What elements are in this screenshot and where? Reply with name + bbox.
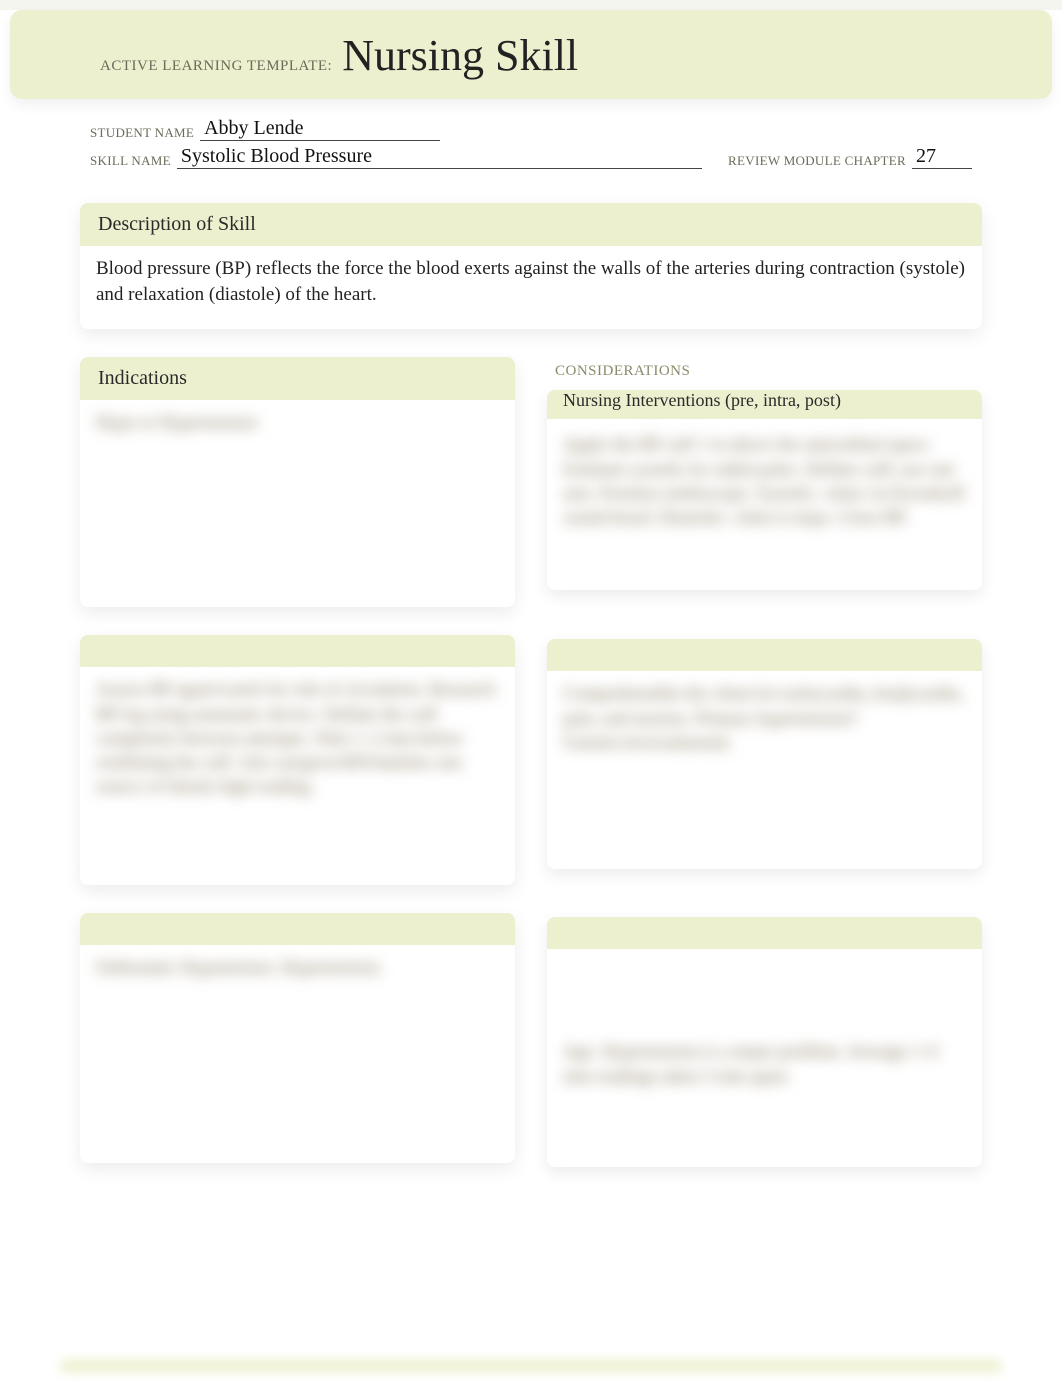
meta-block: STUDENT NAME Abby Lende SKILL NAME Systo… xyxy=(0,99,1062,183)
row-3: Orthostatic Hypotension. Hypertension. A… xyxy=(80,913,982,1191)
left-card-3-body-blurred: Orthostatic Hypotension. Hypertension. xyxy=(80,945,515,999)
left-card-2-body-blurred: Assess BP again/watch for risk of circul… xyxy=(80,667,515,818)
row-1: Indications Hypo or Hypertension CONSIDE… xyxy=(80,357,982,635)
right-card-3-header xyxy=(547,917,982,949)
row-2: Assess BP again/watch for risk of circul… xyxy=(80,635,982,913)
template-line: ACTIVE LEARNING TEMPLATE: Nursing Skill xyxy=(100,30,972,81)
student-name-label: STUDENT NAME xyxy=(90,125,194,141)
nursing-interventions-body-blurred: Apply the BP cuff 1 in above the antecub… xyxy=(547,422,982,549)
student-name-value: Abby Lende xyxy=(200,117,440,141)
indications-body-blurred: Hypo or Hypertension xyxy=(80,400,515,454)
right-card-2: Comprehensible the client for tachycardi… xyxy=(547,639,982,869)
nursing-interventions-card: Nursing Interventions (pre, intra, post)… xyxy=(547,390,982,590)
description-body: Blood pressure (BP) reflects the force t… xyxy=(80,246,982,329)
col-left-1: Indications Hypo or Hypertension xyxy=(80,357,515,635)
skill-name-label: SKILL NAME xyxy=(90,153,171,169)
indications-title: Indications xyxy=(80,357,515,400)
left-card-2-header xyxy=(80,635,515,667)
footer-band-blurred xyxy=(60,1359,1002,1373)
col-left-3: Orthostatic Hypotension. Hypertension. xyxy=(80,913,515,1191)
skill-name-value: Systolic Blood Pressure xyxy=(177,145,702,169)
skill-name-row: SKILL NAME Systolic Blood Pressure REVIE… xyxy=(90,145,972,169)
col-right-3: Age. Hypertension is a major problem. Av… xyxy=(547,913,982,1185)
right-card-2-header xyxy=(547,639,982,671)
page: ACTIVE LEARNING TEMPLATE: Nursing Skill … xyxy=(0,10,1062,1387)
header-band: ACTIVE LEARNING TEMPLATE: Nursing Skill xyxy=(10,10,1052,99)
nursing-interventions-title: Nursing Interventions (pre, intra, post) xyxy=(547,390,982,419)
content: Description of Skill Blood pressure (BP)… xyxy=(0,183,1062,1231)
description-card: Description of Skill Blood pressure (BP)… xyxy=(80,203,982,329)
description-title: Description of Skill xyxy=(80,203,982,246)
nursing-interventions-header-wrap: Nursing Interventions (pre, intra, post) xyxy=(547,390,982,422)
header-inner: ACTIVE LEARNING TEMPLATE: Nursing Skill xyxy=(10,30,1052,81)
col-right-2: Comprehensible the client for tachycardi… xyxy=(547,635,982,887)
col-left-2: Assess BP again/watch for risk of circul… xyxy=(80,635,515,913)
student-name-row: STUDENT NAME Abby Lende xyxy=(90,117,972,141)
considerations-label: CONSIDERATIONS xyxy=(547,357,982,386)
col-right-1: CONSIDERATIONS Nursing Interventions (pr… xyxy=(547,357,982,608)
left-card-3-header xyxy=(80,913,515,945)
left-card-3: Orthostatic Hypotension. Hypertension. xyxy=(80,913,515,1163)
chapter-label: REVIEW MODULE CHAPTER xyxy=(728,153,906,169)
right-card-3-body-bottom-blurred: Age. Hypertension is a major problem. Av… xyxy=(547,1029,982,1108)
indications-card: Indications Hypo or Hypertension xyxy=(80,357,515,607)
template-title: Nursing Skill xyxy=(342,30,578,81)
template-label: ACTIVE LEARNING TEMPLATE: xyxy=(100,58,332,75)
left-card-2: Assess BP again/watch for risk of circul… xyxy=(80,635,515,885)
right-card-3: Age. Hypertension is a major problem. Av… xyxy=(547,917,982,1167)
right-card-2-body-blurred: Comprehensible the client for tachycardi… xyxy=(547,671,982,774)
right-card-3-body-top-blurred xyxy=(547,949,982,1029)
chapter-value: 27 xyxy=(912,145,972,169)
